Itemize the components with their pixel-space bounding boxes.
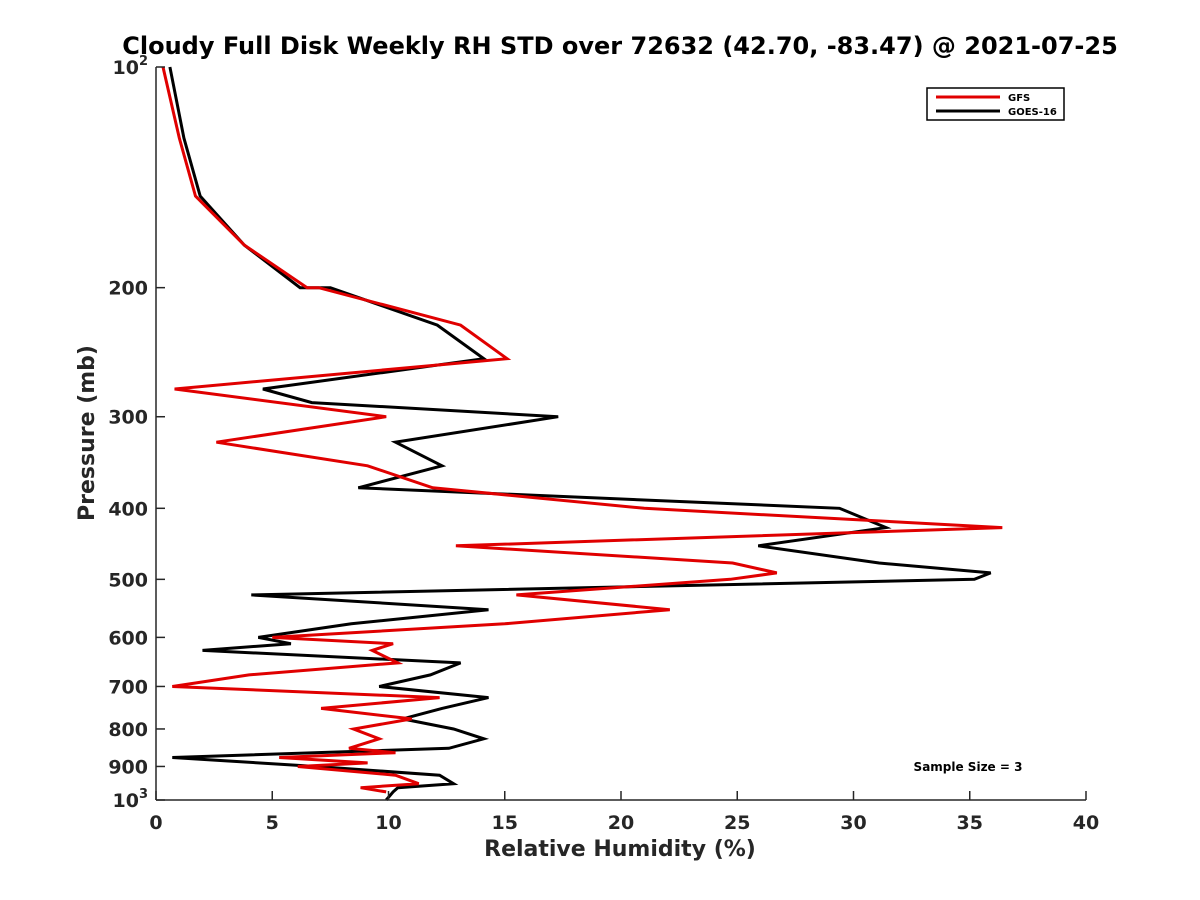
legend-label: GFS	[1008, 93, 1030, 104]
x-axis-label: Relative Humidity (%)	[484, 837, 756, 862]
y-tick-label: 700	[108, 676, 148, 698]
y-tick-label: 900	[108, 756, 148, 778]
x-tick-label: 5	[266, 812, 279, 834]
chart-title: Cloudy Full Disk Weekly RH STD over 7263…	[122, 32, 1118, 60]
y-tick-label: 200	[108, 278, 148, 300]
y-tick-label: 400	[108, 498, 148, 520]
y-tick-label: 300	[108, 407, 148, 429]
x-tick-label: 40	[1073, 812, 1099, 834]
series-layer	[161, 66, 1003, 801]
legend-box	[926, 87, 1065, 121]
series-line-gfs	[161, 66, 1003, 794]
ticks-layer: 0 5 10 15 20 25 30 35 40 102 200 300 400 500 600 700 800…	[108, 54, 1099, 834]
legend: GFS GOES-16	[926, 87, 1065, 121]
legend-label: GOES-16	[1008, 107, 1057, 118]
x-tick-label: 10	[375, 812, 401, 834]
y-tick-label: 800	[108, 719, 148, 741]
x-tick-label: 35	[957, 812, 983, 834]
y-tick-label: 102	[113, 54, 149, 79]
x-tick-label: 30	[840, 812, 866, 834]
y-tick-label: 500	[108, 569, 148, 591]
axes-layer	[155, 67, 1086, 801]
sample-size-annotation: Sample Size = 3	[914, 760, 1023, 774]
x-tick-label: 0	[149, 812, 162, 834]
y-tick-label: 600	[108, 627, 148, 649]
y-axis-label: Pressure (mb)	[75, 345, 100, 521]
x-tick-label: 20	[608, 812, 634, 834]
series-line-goes-16	[168, 66, 992, 801]
y-tick-label: 103	[113, 787, 149, 812]
x-tick-label: 25	[724, 812, 750, 834]
x-tick-label: 15	[492, 812, 518, 834]
